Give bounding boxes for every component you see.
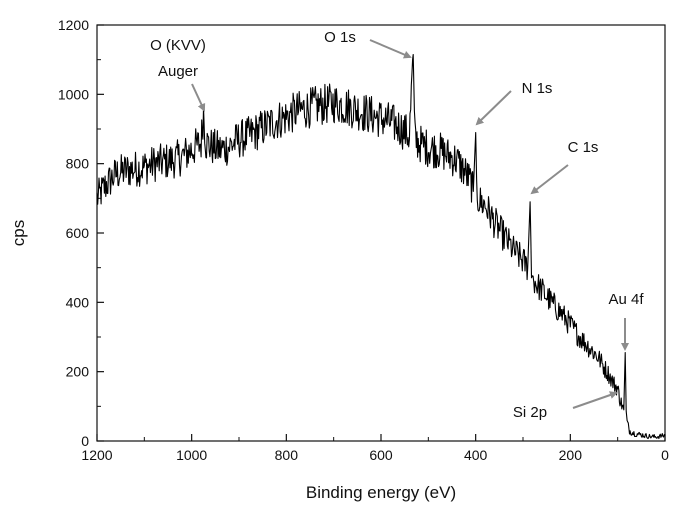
y-tick-label: 0 [81,433,89,449]
o-1s-arrow [369,39,412,59]
si-2p-arrow [572,391,618,409]
y-axis-ticks: 0 200 400 600 800 1000 1200 [58,17,104,449]
y-tick-label: 1000 [58,86,89,102]
o-kvv-label: O (KVV) [150,37,206,54]
n-1s-arrow [475,90,512,126]
x-tick-label: 600 [369,447,393,463]
x-tick-label: 1000 [176,447,207,463]
si-2p-label: Si 2p [513,404,547,421]
x-tick-label: 1200 [81,447,112,463]
x-tick-label: 0 [661,447,669,463]
x-axis-ticks: 1200 1000 800 600 400 200 0 [81,434,669,463]
o-kvv-arrow [191,83,206,112]
plot-area-frame [96,24,666,442]
y-tick-label: 400 [66,294,90,310]
y-tick-label: 200 [66,364,90,380]
x-tick-label: 400 [464,447,488,463]
y-axis-title: cps [9,220,28,246]
auger-label: Auger [158,63,198,80]
x-tick-label: 200 [559,447,583,463]
x-axis-title: Binding energy (eV) [306,483,456,502]
c-1s-label: C 1s [568,139,599,156]
o-1s-label: O 1s [324,29,356,46]
y-tick-label: 600 [66,225,90,241]
c-1s-arrow [530,164,569,195]
au-4f-label: Au 4f [608,291,644,308]
y-tick-label: 800 [66,156,90,172]
spectrum-series-line [96,53,666,440]
n-1s-label: N 1s [522,80,553,97]
x-tick-label: 800 [275,447,299,463]
y-tick-label: 1200 [58,17,89,33]
